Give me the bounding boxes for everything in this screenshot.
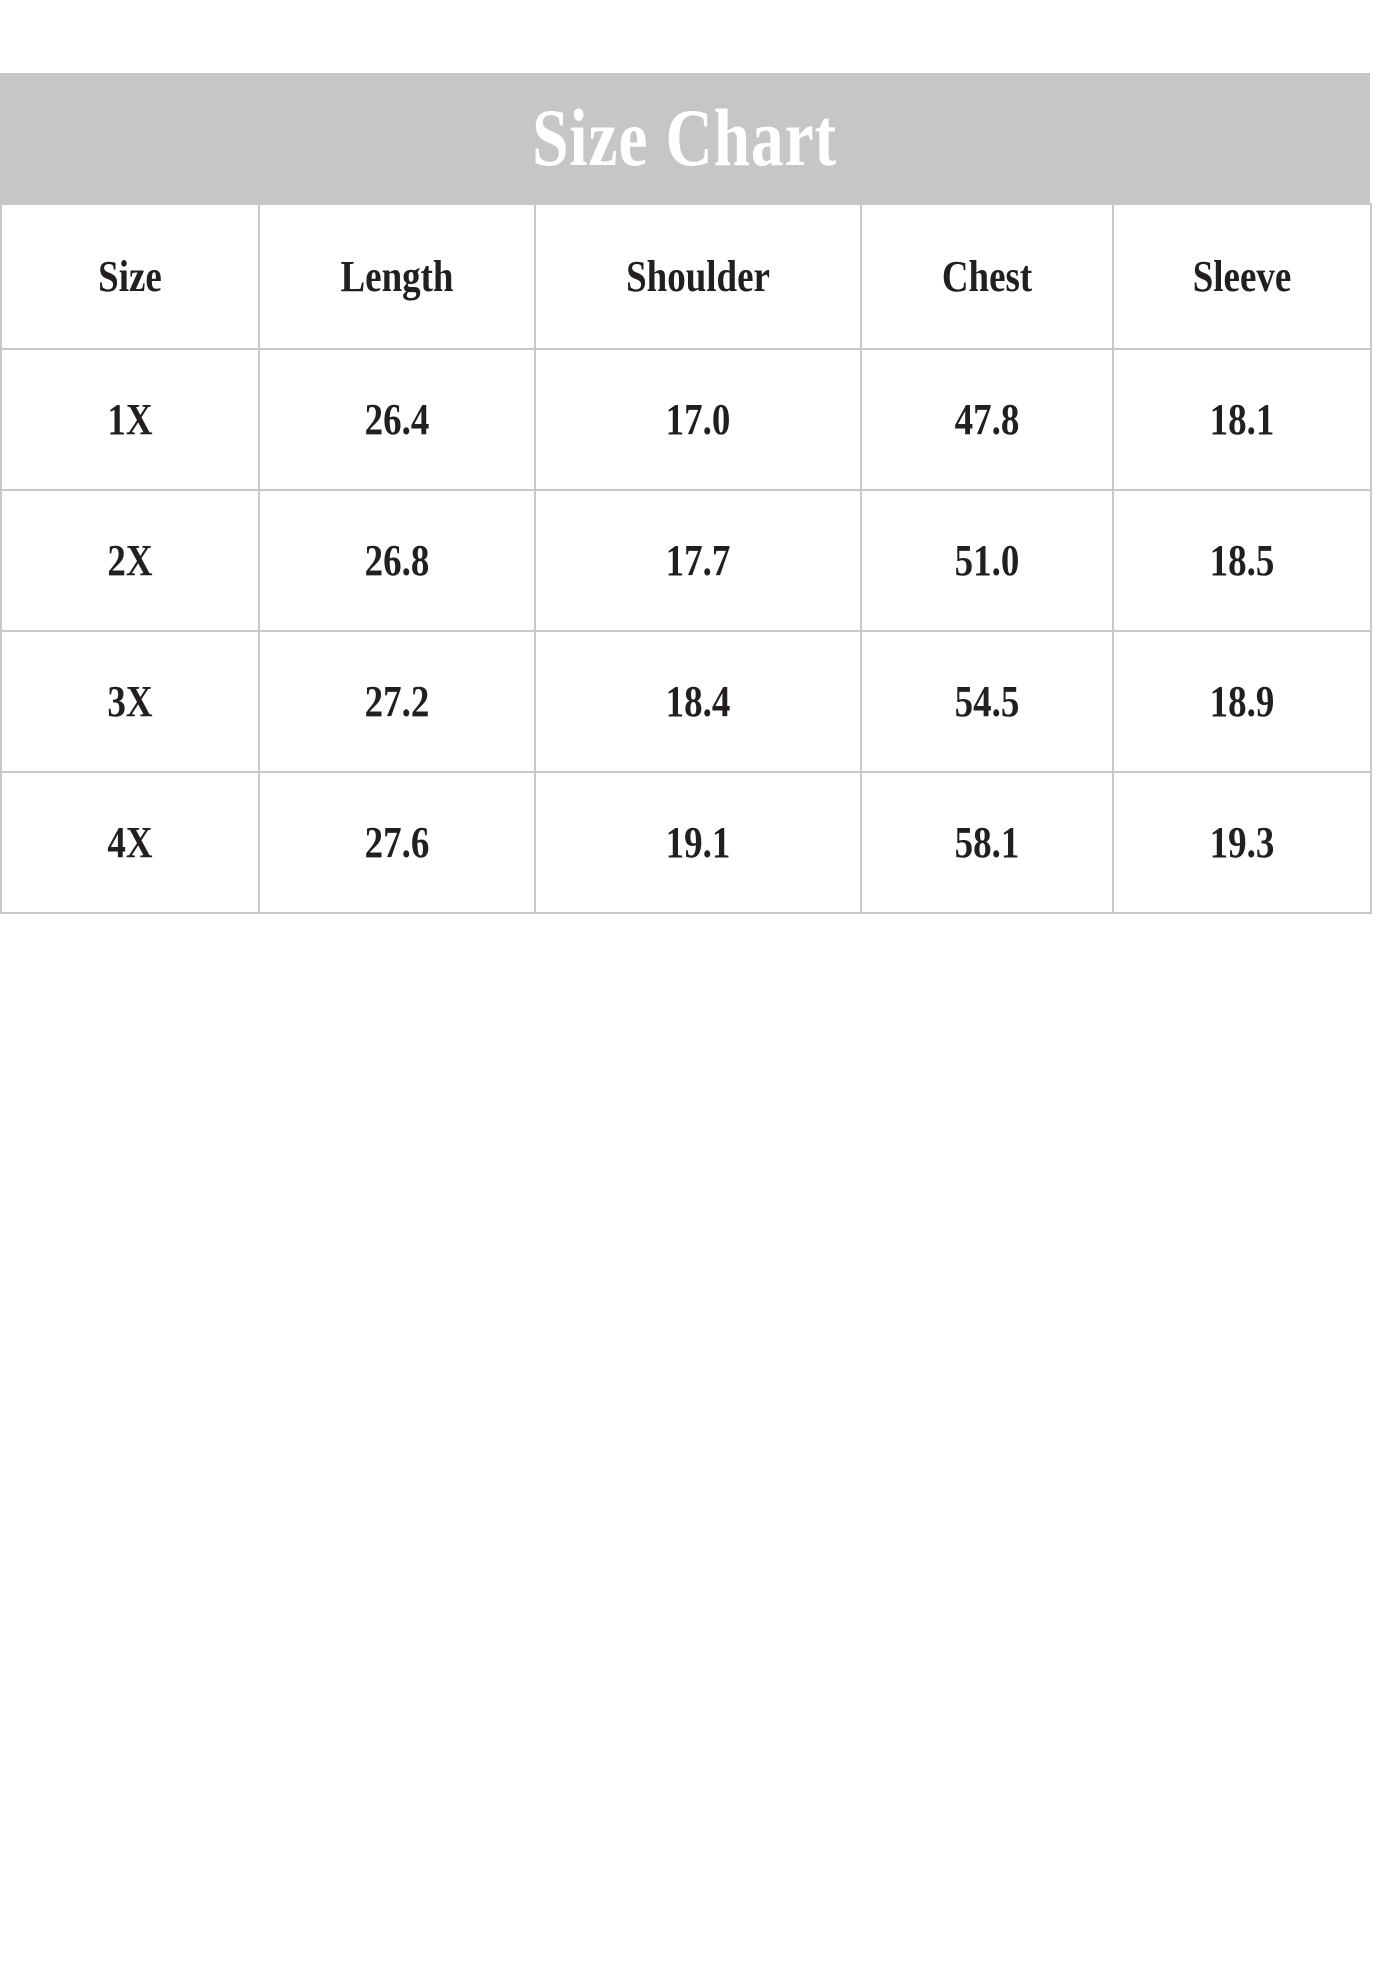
- size-chart-header-band: Size Chart: [0, 73, 1370, 203]
- cell-value: 58.1: [954, 818, 1020, 867]
- table-row: 2X 26.8 17.7 51.0 18.5: [0, 489, 1372, 632]
- cell-shoulder: 17.7: [534, 489, 862, 632]
- cell-value: 51.0: [954, 536, 1020, 585]
- cell-value: 17.0: [665, 395, 731, 444]
- table-header-row: Size Length Shoulder Chest Sleeve: [0, 203, 1372, 350]
- cell-value: 27.6: [364, 818, 430, 867]
- cell-size: 3X: [0, 630, 260, 773]
- column-header-size: Size: [0, 203, 260, 350]
- cell-chest: 58.1: [860, 771, 1114, 914]
- cell-value: 1X: [107, 395, 153, 444]
- cell-value: 18.5: [1209, 536, 1275, 585]
- cell-value: 26.4: [364, 395, 430, 444]
- table-row: 4X 27.6 19.1 58.1 19.3: [0, 771, 1372, 914]
- cell-value: 19.1: [665, 818, 731, 867]
- cell-value: 27.2: [364, 677, 430, 726]
- column-header-chest-label: Chest: [941, 252, 1033, 301]
- cell-sleeve: 19.3: [1112, 771, 1372, 914]
- cell-chest: 51.0: [860, 489, 1114, 632]
- cell-value: 3X: [107, 677, 153, 726]
- column-header-shoulder-label: Shoulder: [626, 252, 770, 301]
- cell-sleeve: 18.5: [1112, 489, 1372, 632]
- cell-chest: 47.8: [860, 348, 1114, 491]
- column-header-sleeve-label: Sleeve: [1192, 252, 1292, 301]
- cell-shoulder: 19.1: [534, 771, 862, 914]
- cell-length: 27.2: [258, 630, 536, 773]
- table-row: 1X 26.4 17.0 47.8 18.1: [0, 348, 1372, 491]
- cell-value: 17.7: [665, 536, 731, 585]
- size-chart-table: Size Length Shoulder Chest Sleeve 1X 26.…: [0, 203, 1372, 914]
- cell-size: 4X: [0, 771, 260, 914]
- cell-value: 26.8: [364, 536, 430, 585]
- cell-shoulder: 17.0: [534, 348, 862, 491]
- column-header-chest: Chest: [860, 203, 1114, 350]
- column-header-size-label: Size: [98, 252, 162, 301]
- cell-length: 26.8: [258, 489, 536, 632]
- cell-value: 2X: [107, 536, 153, 585]
- cell-value: 54.5: [954, 677, 1020, 726]
- cell-length: 26.4: [258, 348, 536, 491]
- cell-value: 4X: [107, 818, 153, 867]
- cell-value: 47.8: [954, 395, 1020, 444]
- page-title: Size Chart: [532, 92, 838, 183]
- cell-shoulder: 18.4: [534, 630, 862, 773]
- cell-value: 18.9: [1209, 677, 1275, 726]
- cell-value: 18.1: [1209, 395, 1275, 444]
- column-header-sleeve: Sleeve: [1112, 203, 1372, 350]
- cell-sleeve: 18.1: [1112, 348, 1372, 491]
- cell-size: 1X: [0, 348, 260, 491]
- cell-value: 19.3: [1209, 818, 1275, 867]
- cell-value: 18.4: [665, 677, 731, 726]
- column-header-length-label: Length: [340, 252, 454, 301]
- column-header-length: Length: [258, 203, 536, 350]
- column-header-shoulder: Shoulder: [534, 203, 862, 350]
- size-chart-container: Size Chart Size Length Shoulder Chest Sl…: [0, 73, 1372, 914]
- cell-chest: 54.5: [860, 630, 1114, 773]
- cell-length: 27.6: [258, 771, 536, 914]
- cell-sleeve: 18.9: [1112, 630, 1372, 773]
- cell-size: 2X: [0, 489, 260, 632]
- table-row: 3X 27.2 18.4 54.5 18.9: [0, 630, 1372, 773]
